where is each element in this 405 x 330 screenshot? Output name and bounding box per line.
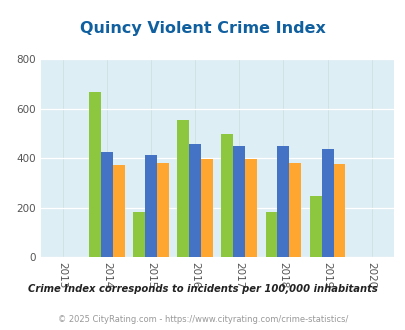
Bar xyxy=(133,212,145,257)
Bar xyxy=(333,164,345,257)
Bar xyxy=(145,155,157,257)
Text: © 2025 CityRating.com - https://www.cityrating.com/crime-statistics/: © 2025 CityRating.com - https://www.city… xyxy=(58,315,347,324)
Bar xyxy=(289,163,301,257)
Bar xyxy=(221,134,233,257)
Bar xyxy=(113,165,124,257)
Text: Crime Index corresponds to incidents per 100,000 inhabitants: Crime Index corresponds to incidents per… xyxy=(28,284,377,294)
Bar xyxy=(189,144,200,257)
Bar xyxy=(157,163,168,257)
Bar xyxy=(233,146,245,257)
Bar xyxy=(200,159,213,257)
Bar xyxy=(89,92,100,257)
Bar xyxy=(321,149,333,257)
Bar xyxy=(177,120,189,257)
Bar xyxy=(245,159,256,257)
Bar xyxy=(309,195,321,257)
Bar xyxy=(277,146,289,257)
Text: Quincy Violent Crime Index: Quincy Violent Crime Index xyxy=(80,21,325,36)
Bar xyxy=(100,152,113,257)
Bar xyxy=(265,212,277,257)
